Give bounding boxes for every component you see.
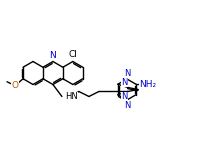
Text: N: N	[124, 101, 130, 110]
Text: N: N	[124, 69, 130, 78]
Text: HN: HN	[65, 92, 78, 101]
Text: N: N	[121, 78, 127, 87]
Text: N: N	[121, 92, 127, 101]
Text: Cl: Cl	[68, 50, 77, 59]
Text: O: O	[12, 81, 18, 90]
Text: NH₂: NH₂	[140, 80, 157, 89]
Text: N: N	[49, 51, 56, 60]
